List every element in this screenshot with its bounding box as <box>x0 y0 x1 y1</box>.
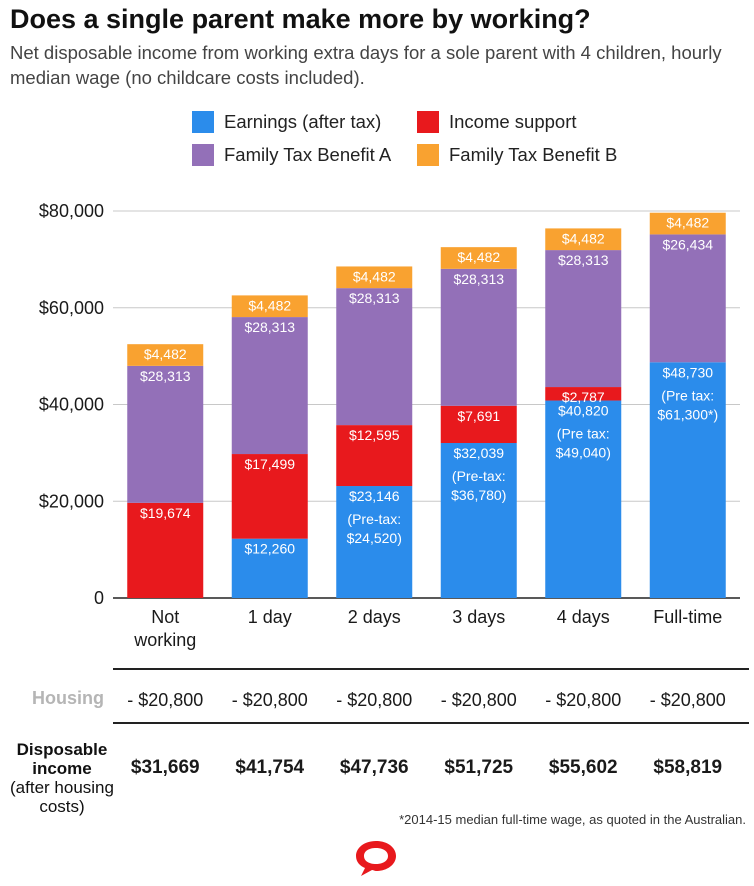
y-tick-label-2: $40,000 <box>39 395 104 415</box>
category-label-c5-l0: Full-time <box>653 607 722 627</box>
bar-segment-s3-c2 <box>336 266 413 289</box>
legend-ftb-a: Family Tax Benefit A <box>192 143 391 167</box>
pretax-note-c5-l0: (Pre tax: <box>661 387 714 403</box>
data-label-s0-c5: $48,730 <box>662 364 713 380</box>
legend-label-ftb-b: Family Tax Benefit B <box>449 144 618 165</box>
disposable-value-c1: $41,754 <box>235 757 305 778</box>
bar-segment-s1-c1 <box>231 454 308 539</box>
bar-segment-s0-c5 <box>649 362 726 598</box>
y-tick-label-4: $80,000 <box>39 201 104 221</box>
legend-earnings: Earnings (after tax) <box>192 110 381 134</box>
pretax-note-c4-l0: (Pre tax: <box>557 426 610 442</box>
data-label-s2-c3: $28,313 <box>453 271 504 287</box>
category-label-c0-l1: working <box>133 630 196 650</box>
data-label-s1-c1: $17,499 <box>244 456 295 472</box>
data-label-s2-c4: $28,313 <box>558 252 609 268</box>
category-label-c1-l0: 1 day <box>248 607 292 627</box>
pretax-note-c2-l1: $24,520) <box>347 530 402 546</box>
data-label-s0-c1: $12,260 <box>244 541 295 557</box>
data-label-s2-c1: $28,313 <box>244 319 295 335</box>
bar-segment-s0-c1 <box>231 538 308 598</box>
bar-segment-s3-c0 <box>127 344 204 366</box>
data-label-s0-c2: $23,146 <box>349 488 400 504</box>
data-label-s3-c4: $4,482 <box>562 230 605 246</box>
chart-subtitle: Net disposable income from working extra… <box>10 42 722 88</box>
stacked-bar-chart: 0 $20,000 $40,000 $60,000 $80,000 $19,674 $28,… <box>39 201 740 650</box>
disposable-value-c5: $58,819 <box>653 757 723 778</box>
data-label-s1-c4: $2,787 <box>562 389 605 405</box>
disposable-label-rest: (after housing costs) <box>10 778 114 816</box>
y-tick-label-1: $20,000 <box>39 491 104 511</box>
disposable-value-c3: $51,725 <box>444 757 514 778</box>
legend-label-income-support: Income support <box>449 111 577 132</box>
data-label-s3-c2: $4,482 <box>353 268 396 284</box>
data-label-s2-c2: $28,313 <box>349 290 400 306</box>
chart-title: Does a single parent make more by workin… <box>10 4 591 34</box>
bar-segment-s0-c4 <box>545 400 622 598</box>
y-tick-label-0: 0 <box>94 588 104 608</box>
data-label-s2-c0: $28,313 <box>140 368 191 384</box>
data-label-s0-c3: $32,039 <box>453 445 504 461</box>
data-label-s3-c3: $4,482 <box>457 249 500 265</box>
bar-segment-s3-c4 <box>545 228 622 251</box>
disposable-value-c0: $31,669 <box>130 757 200 778</box>
disposable-value-c2: $47,736 <box>339 757 409 778</box>
data-label-s3-c1: $4,482 <box>248 297 291 313</box>
pretax-note-c4-l1: $49,040) <box>556 445 611 461</box>
housing-value-c1: - $20,800 <box>231 690 308 710</box>
bar-segment-s3-c3 <box>440 247 517 269</box>
data-label-s2-c5: $26,434 <box>662 236 713 252</box>
bar-segment-s0-c3 <box>440 443 517 598</box>
pretax-note-c3-l1: $36,780) <box>451 487 506 503</box>
bar-segment-s2-c2 <box>336 288 413 426</box>
pretax-note-c2-l0: (Pre-tax: <box>347 511 401 527</box>
disposable-label-bold: Disposable income <box>16 740 108 778</box>
table-divider-top <box>113 668 749 670</box>
legend-ftb-b: Family Tax Benefit B <box>417 143 617 167</box>
pretax-note-c5-l1: $61,300*) <box>657 406 718 422</box>
bar-segment-s2-c4 <box>545 250 622 388</box>
category-label-c2-l0: 2 days <box>348 607 401 627</box>
bar-segment-s2-c3 <box>440 268 517 406</box>
bar-segment-s1-c3 <box>440 405 517 444</box>
bar-segment-s3-c1 <box>231 295 308 318</box>
legend-swatch-ftb-b <box>417 144 439 166</box>
bar-segment-s2-c1 <box>231 317 308 455</box>
data-label-s3-c0: $4,482 <box>144 346 187 362</box>
category-label-c4-l0: 4 days <box>557 607 610 627</box>
footnote: *2014-15 median full-time wage, as quote… <box>399 812 746 827</box>
bar-segment-s2-c5 <box>649 234 726 363</box>
data-label-s1-c3: $7,691 <box>457 408 500 424</box>
bar-segment-s1-c0 <box>127 502 204 598</box>
bar-segment-s2-c0 <box>127 365 204 503</box>
bar-segment-s1-c4 <box>545 387 622 401</box>
legend-swatch-earnings <box>192 111 214 133</box>
legend-swatch-ftb-a <box>192 144 214 166</box>
category-label-c3-l0: 3 days <box>452 607 505 627</box>
legend-label-ftb-a: Family Tax Benefit A <box>224 144 392 165</box>
bar-segment-s1-c2 <box>336 425 413 487</box>
housing-value-c5: - $20,800 <box>649 690 726 710</box>
housing-value-c0: - $20,800 <box>127 690 204 710</box>
data-label-s0-c4: $40,820 <box>558 403 609 419</box>
housing-row-label: Housing <box>32 688 104 708</box>
legend-swatch-income-support <box>417 111 439 133</box>
y-tick-label-3: $60,000 <box>39 298 104 318</box>
data-label-s3-c5: $4,482 <box>666 215 709 231</box>
housing-value-c3: - $20,800 <box>440 690 517 710</box>
pretax-note-c3-l0: (Pre-tax: <box>452 468 506 484</box>
data-label-s1-c2: $12,595 <box>349 427 400 443</box>
bar-segment-s3-c5 <box>649 212 726 235</box>
housing-value-c4: - $20,800 <box>545 690 622 710</box>
housing-value-c2: - $20,800 <box>336 690 413 710</box>
category-label-c0-l0: Not <box>151 607 179 627</box>
legend-income-support: Income support <box>417 110 577 134</box>
disposable-row-label: Disposable income (after housing costs) <box>6 740 118 816</box>
table-divider-middle <box>113 722 749 724</box>
disposable-value-c4: $55,602 <box>548 757 618 778</box>
bar-segment-s0-c2 <box>336 486 413 598</box>
speech-bubble-logo-icon <box>356 841 396 876</box>
data-label-s1-c0: $19,674 <box>140 505 191 521</box>
legend-label-earnings: Earnings (after tax) <box>224 111 382 132</box>
